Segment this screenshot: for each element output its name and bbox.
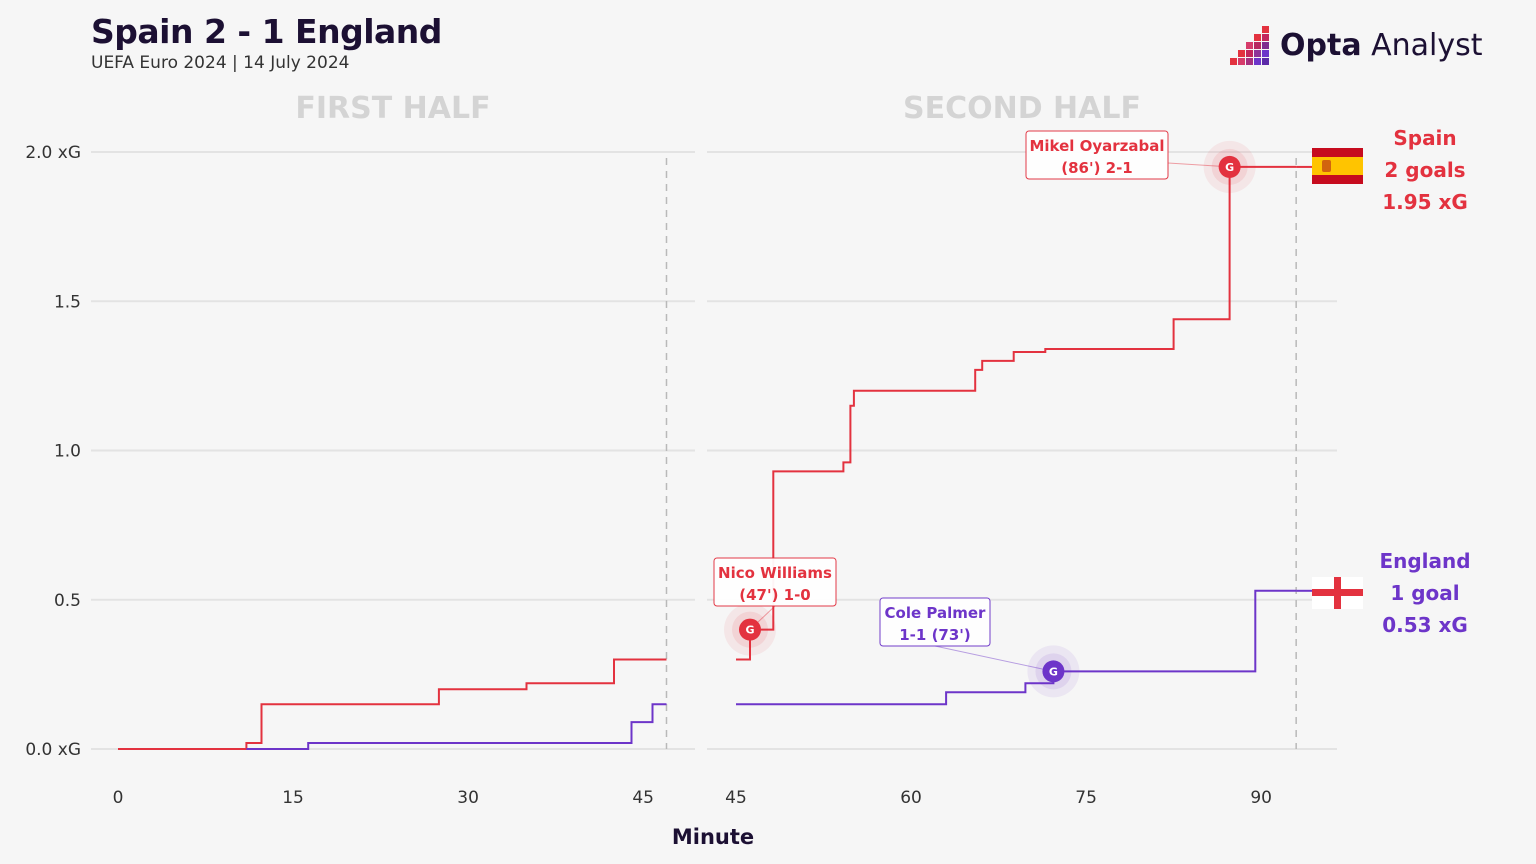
team-name: England bbox=[1379, 549, 1470, 573]
y-tick-label: 0.5 bbox=[54, 591, 81, 611]
annotation-layer: G Nico Williams (47') 1-0 G Cole Palmer 1-1 (… bbox=[713, 126, 1471, 698]
grid-layer: 0.0 xG 0.5 1.0 1.5 2.0 xG FIRST HALF 0 15 30 45 SE… bbox=[25, 91, 1337, 808]
goal-annotation-box bbox=[879, 597, 991, 647]
team-goals: 2 goals bbox=[1384, 158, 1465, 182]
x-tick-label: 30 bbox=[457, 788, 479, 808]
half-label: SECOND HALF bbox=[903, 91, 1141, 126]
y-tick-label: 1.5 bbox=[54, 292, 81, 312]
chart-subtitle: UEFA Euro 2024 | 14 July 2024 bbox=[91, 53, 350, 73]
opta-logo-icon bbox=[1230, 26, 1269, 65]
y-tick-label: 0.0 xG bbox=[25, 740, 81, 760]
goal-annotation-box bbox=[1025, 130, 1169, 180]
x-tick-label: 0 bbox=[113, 788, 124, 808]
goal-marker-icon bbox=[739, 618, 762, 641]
goal-scorer-name: Nico Williams bbox=[718, 564, 832, 582]
x-tick-label: 45 bbox=[632, 788, 654, 808]
team-goals: 1 goal bbox=[1390, 581, 1459, 605]
x-axis-label: Minute bbox=[672, 825, 754, 849]
brand-name-bold: Opta bbox=[1280, 28, 1362, 63]
goal-scorer-name: Cole Palmer bbox=[885, 604, 987, 622]
opta-analyst-logo-text: Opta Analyst bbox=[1280, 28, 1483, 63]
goal-marker-icon bbox=[1042, 660, 1065, 683]
x-tick-label: 75 bbox=[1075, 788, 1097, 808]
x-tick-label: 15 bbox=[282, 788, 304, 808]
y-tick-label: 2.0 xG bbox=[25, 143, 81, 163]
x-tick-label: 60 bbox=[900, 788, 922, 808]
chart-title: Spain 2 - 1 England bbox=[91, 12, 442, 51]
spain-xg-line-second-half bbox=[736, 165, 1297, 661]
half-label: FIRST HALF bbox=[295, 91, 490, 126]
goal-minute-score: (47') 1-0 bbox=[739, 586, 811, 604]
spain-xg-line-first-half bbox=[118, 658, 667, 750]
goal-marker-symbol: G bbox=[1049, 665, 1058, 678]
goal-marker-symbol: G bbox=[745, 624, 754, 637]
team-xg-total: 1.95 xG bbox=[1382, 190, 1468, 214]
england-xg-line-first-half bbox=[246, 703, 667, 750]
goal-annotation-box bbox=[713, 557, 837, 607]
goal-scorer-name: Mikel Oyarzabal bbox=[1029, 137, 1164, 155]
goal-annotation-connector bbox=[934, 645, 1054, 672]
england-xg-line-second-half bbox=[736, 589, 1297, 706]
goal-minute-score: 1-1 (73') bbox=[899, 626, 971, 644]
spain-flag bbox=[1312, 148, 1363, 184]
england-flag bbox=[1312, 577, 1363, 609]
team-name: Spain bbox=[1393, 126, 1456, 150]
goal-marker-icon bbox=[1218, 155, 1241, 178]
goal-marker-symbol: G bbox=[1225, 161, 1234, 174]
line-layer bbox=[118, 165, 1312, 750]
team-xg-total: 0.53 xG bbox=[1382, 613, 1468, 637]
goal-minute-score: (86') 2-1 bbox=[1061, 159, 1133, 177]
brand-name-light: Analyst bbox=[1361, 28, 1483, 63]
x-tick-label: 45 bbox=[725, 788, 747, 808]
x-tick-label: 90 bbox=[1250, 788, 1272, 808]
y-tick-label: 1.0 bbox=[54, 442, 81, 462]
